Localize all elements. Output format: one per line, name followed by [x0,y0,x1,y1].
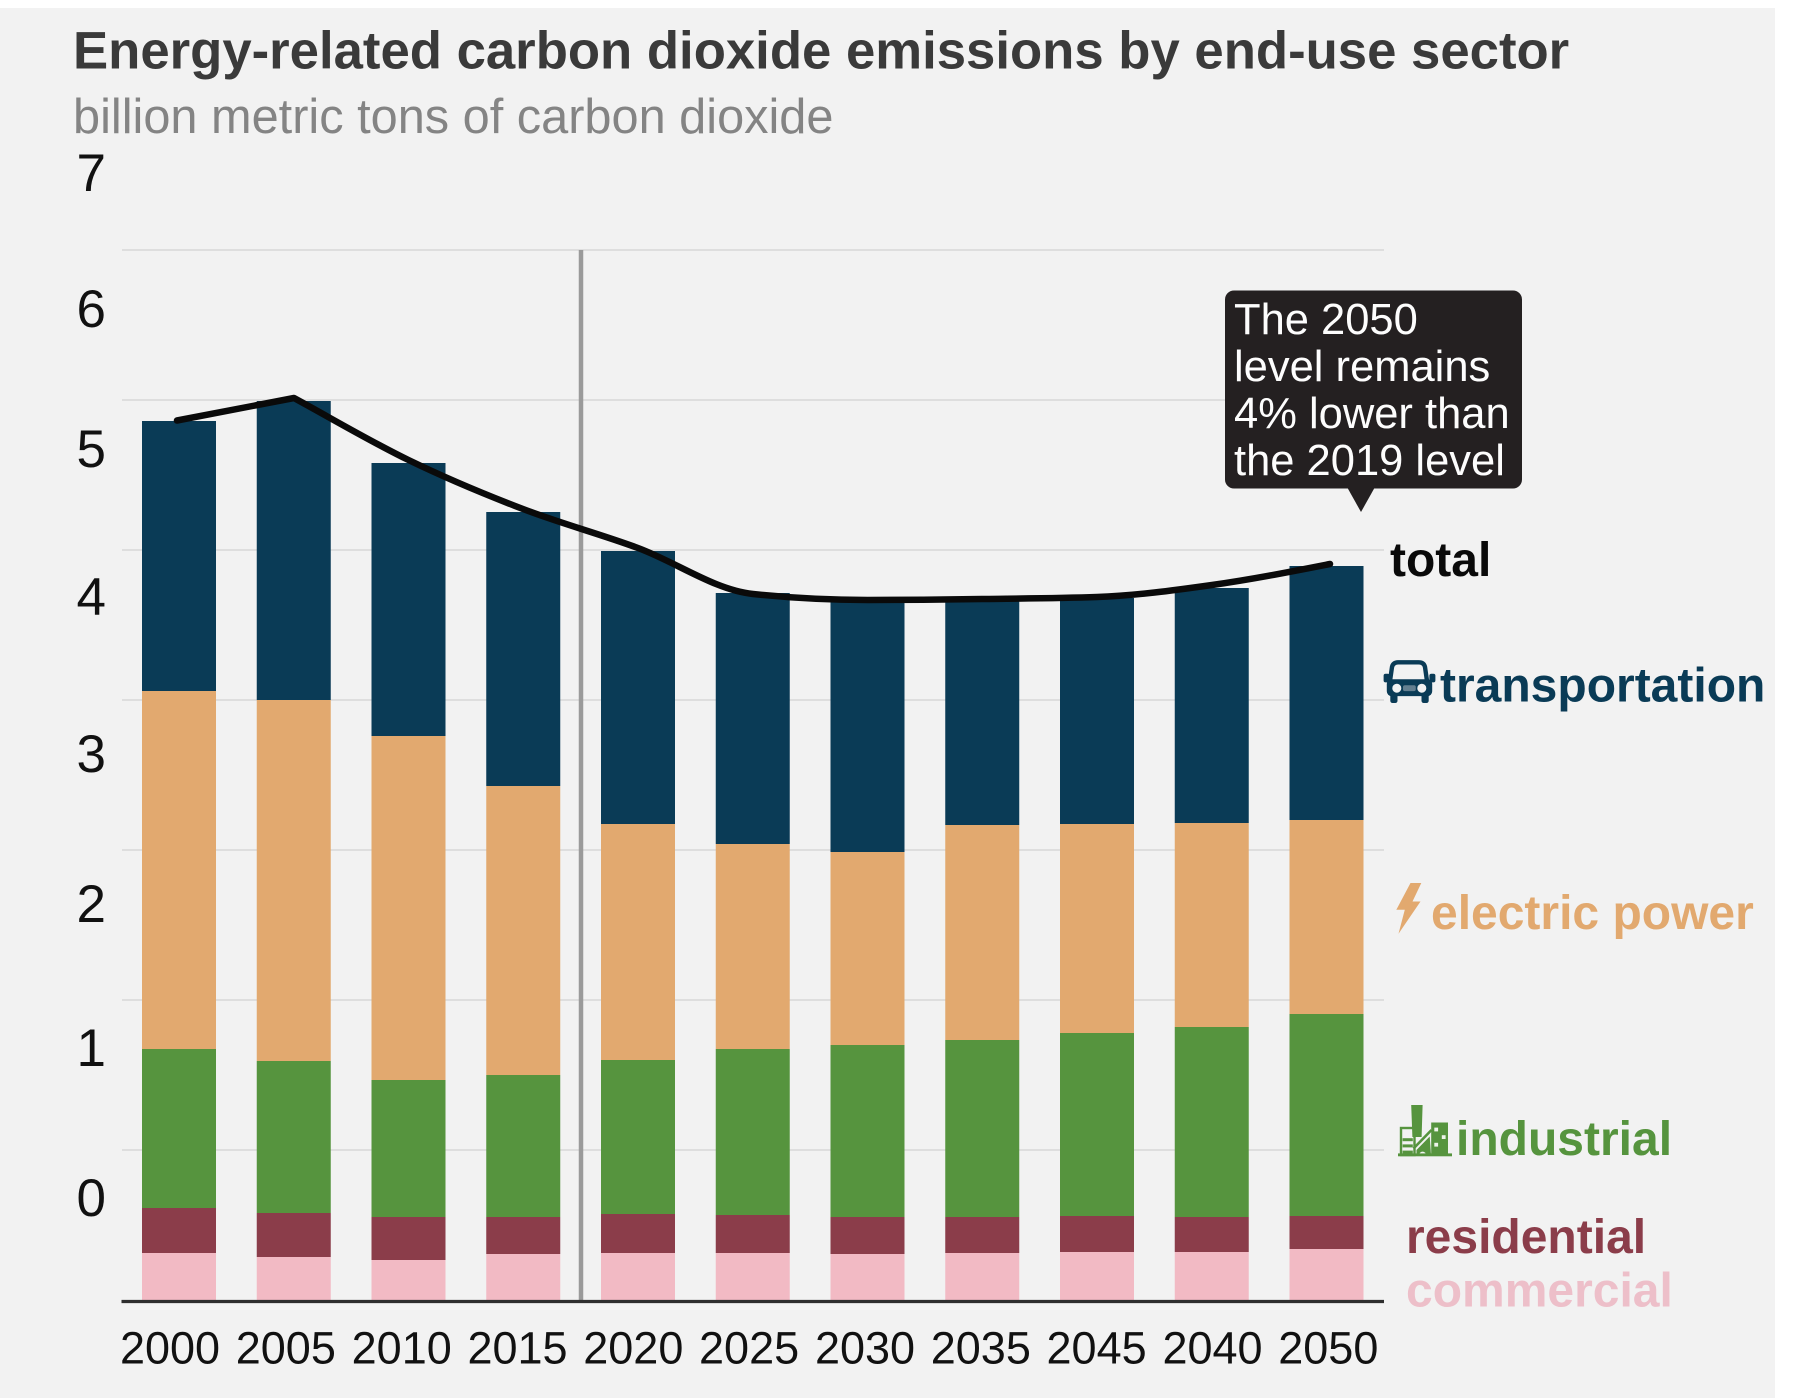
svg-text:Energy-related carbon dioxide: Energy-related carbon dioxide emissions … [73,22,1569,81]
svg-text:0: 0 [77,1169,106,1228]
svg-text:2025: 2025 [699,1323,799,1374]
svg-text:2035: 2035 [931,1323,1031,1374]
svg-text:2000: 2000 [120,1323,220,1374]
svg-text:the 2019 level: the 2019 level [1234,437,1505,485]
svg-text:2050: 2050 [1278,1323,1378,1374]
svg-text:3: 3 [77,725,106,784]
svg-text:The 2050: The 2050 [1234,296,1418,344]
svg-text:5: 5 [77,420,106,479]
svg-text:billion metric tons of carbon: billion metric tons of carbon dioxide [73,90,833,144]
svg-text:2015: 2015 [467,1323,567,1374]
svg-text:electric power: electric power [1431,887,1754,940]
svg-text:2040: 2040 [1162,1323,1262,1374]
svg-text:2005: 2005 [236,1323,336,1374]
svg-text:1: 1 [77,1019,106,1078]
svg-text:commercial: commercial [1406,1265,1673,1318]
svg-text:4: 4 [77,568,106,627]
svg-text:residential: residential [1406,1211,1646,1264]
svg-text:transportation: transportation [1440,660,1765,713]
svg-text:2020: 2020 [583,1323,683,1374]
svg-text:4% lower than: 4% lower than [1234,390,1510,438]
svg-text:2045: 2045 [1047,1323,1147,1374]
svg-text:6: 6 [77,280,106,339]
svg-text:2: 2 [77,875,106,934]
svg-text:2010: 2010 [352,1323,452,1374]
svg-text:7: 7 [77,144,106,203]
svg-text:2030: 2030 [815,1323,915,1374]
svg-text:industrial: industrial [1456,1113,1672,1166]
svg-text:total: total [1390,534,1491,587]
svg-text:level remains: level remains [1234,343,1490,391]
